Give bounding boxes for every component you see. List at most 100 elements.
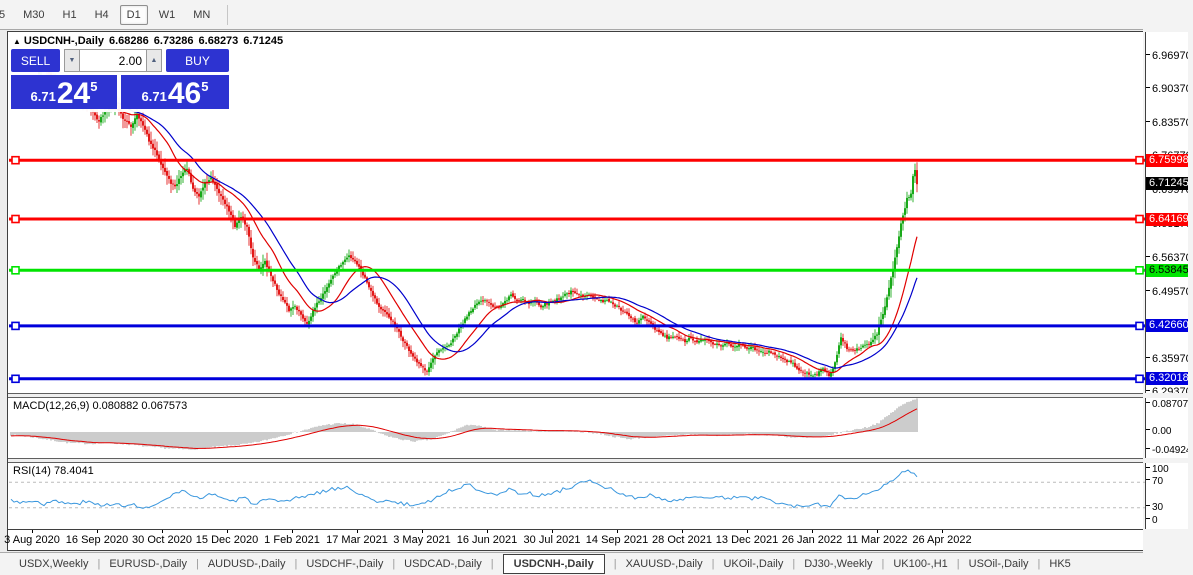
tab-separator: |: [195, 558, 199, 570]
price-tick: 6.96970: [1146, 50, 1188, 62]
level-handle: [1135, 265, 1144, 275]
rsi-panel: RSI(14) 78.4041 100 70 30 0: [8, 463, 1188, 529]
level-handle: [11, 265, 20, 275]
chart-tab-audusd-daily[interactable]: AUDUSD-,Daily: [207, 558, 286, 570]
tab-separator: |: [97, 558, 101, 570]
panel-splitter[interactable]: [8, 393, 1188, 398]
rsi-tick: 100: [1146, 464, 1169, 476]
date-tick: [292, 530, 293, 533]
price-axis[interactable]: 6.969706.903706.835706.767706.699706.631…: [1145, 32, 1188, 393]
panel-splitter[interactable]: [8, 458, 1188, 463]
tab-separator: |: [490, 558, 494, 570]
ma-slow-line: [96, 90, 918, 369]
chart-symbol-label: USDCNH-,Daily: [23, 35, 104, 47]
date-label: 14 Sep 2021: [585, 534, 649, 546]
chart-tab-eurusd-daily[interactable]: EURUSD-,Daily: [109, 558, 187, 570]
buy-price-prefix: 6.71: [141, 89, 167, 104]
price-tick: 6.29370: [1146, 386, 1188, 393]
date-tick: [32, 530, 33, 533]
rsi-tick: 30: [1146, 502, 1163, 514]
price-tick: 6.83570: [1146, 117, 1188, 129]
date-axis[interactable]: 3 Aug 2020 16 Sep 2020 30 Oct 2020 15 Dec 2…: [4, 529, 1188, 550]
chart-tab-usoil-daily[interactable]: USOil-,Daily: [968, 558, 1029, 570]
chart-tab-ukoil-daily[interactable]: UKOil-,Daily: [723, 558, 784, 570]
tab-separator: |: [1037, 558, 1041, 570]
tab-separator: |: [881, 558, 885, 570]
date-label: 3 May 2021: [393, 534, 451, 546]
date-tick: [552, 530, 553, 533]
date-label: 28 Oct 2021: [652, 534, 712, 546]
date-tick: [97, 530, 98, 533]
date-tick: [682, 530, 683, 533]
chart-tab-uk100-h1[interactable]: UK100-,H1: [893, 558, 948, 570]
tab-separator: |: [613, 558, 617, 570]
chart-collapse-icon[interactable]: ▲: [13, 37, 21, 46]
chart-tab-usdcad-daily[interactable]: USDCAD-,Daily: [404, 558, 482, 570]
timeframe-button-m30[interactable]: M30: [23, 8, 45, 21]
price-level-label: 6.64169: [1146, 213, 1188, 226]
macd-signal-line: [11, 408, 918, 450]
date-tick: [162, 530, 163, 533]
level-handle: [11, 374, 20, 384]
price-tick: 6.49570: [1146, 286, 1188, 298]
price-level-label: 6.75998: [1146, 154, 1188, 167]
current-price-label: 6.71245: [1146, 177, 1188, 190]
date-label: 26 Apr 2022: [912, 534, 972, 546]
sell-button[interactable]: SELL: [11, 49, 60, 72]
date-label: 26 Jan 2022: [781, 534, 843, 546]
level-handle: [11, 155, 20, 165]
volume-input[interactable]: [80, 49, 146, 72]
timeframe-button-h4[interactable]: H4: [94, 8, 109, 21]
chart-tab-usdcnh-daily[interactable]: USDCNH-,Daily: [502, 554, 605, 574]
level-handle: [1135, 321, 1144, 331]
timeframe-button-d1[interactable]: D1: [119, 4, 148, 25]
buy-button[interactable]: BUY: [166, 49, 229, 72]
tab-separator: |: [392, 558, 396, 570]
price-level-label: 6.32018: [1146, 372, 1188, 385]
level-handle: [1135, 374, 1144, 384]
date-label: 15 Dec 2020: [195, 534, 259, 546]
macd-axis[interactable]: 0.087078 0.00 -0.049247: [1145, 398, 1188, 458]
level-handle: [11, 214, 20, 224]
ohlc-high: 6.73286: [153, 35, 194, 47]
volume-increase-icon[interactable]: ▲: [146, 49, 162, 72]
macd-tick: 0.087078: [1146, 399, 1188, 411]
timeframe-button-h1[interactable]: H1: [62, 8, 77, 21]
chart-tab-hk5[interactable]: HK5: [1049, 558, 1071, 570]
ohlc-low: 6.68273: [198, 35, 239, 47]
chart-tab-usdchf-daily[interactable]: USDCHF-,Daily: [306, 558, 384, 570]
timeframe-button-mn[interactable]: MN: [193, 8, 211, 21]
macd-tick: -0.049247: [1146, 445, 1188, 457]
chart-tab-xauusd-daily[interactable]: XAUUSD-,Daily: [625, 558, 703, 570]
timeframe-button-w1[interactable]: W1: [158, 8, 176, 21]
date-label: 13 Dec 2021: [715, 534, 779, 546]
level-handle: [11, 321, 20, 331]
date-tick: [617, 530, 618, 533]
date-tick: [942, 530, 943, 533]
rsi-label: RSI(14) 78.4041: [13, 465, 94, 477]
chart-tab-dj30-weekly[interactable]: DJ30-,Weekly: [804, 558, 873, 570]
price-tick: 6.35970: [1146, 353, 1188, 365]
rsi-line: [10, 469, 918, 509]
timeframe-button-5[interactable]: 5: [0, 8, 6, 21]
buy-quote-panel[interactable]: 6.71 46 5: [121, 75, 229, 109]
date-label: 16 Sep 2020: [65, 534, 129, 546]
chart-tab-usdx-weekly[interactable]: USDX,Weekly: [19, 558, 89, 570]
price-level-label: 6.42660: [1146, 319, 1188, 332]
date-label: 1 Feb 2021: [264, 534, 320, 546]
date-tick: [422, 530, 423, 533]
chart-title: ▲ USDCNH-,Daily 6.68286 6.73286 6.68273 6.712…: [13, 35, 288, 47]
date-tick: [487, 530, 488, 533]
rsi-axis[interactable]: 100 70 30 0: [1145, 463, 1188, 529]
ohlc-open: 6.68286: [109, 35, 149, 47]
date-label: 11 Mar 2022: [846, 534, 908, 546]
chart-window: ▲ USDCNH-,Daily 6.68286 6.73286 6.68273 6.712…: [4, 31, 1189, 551]
buy-price-sup: 5: [201, 79, 209, 94]
level-handle: [1135, 155, 1144, 165]
toolbar-separator: [227, 4, 229, 25]
volume-decrease-icon[interactable]: ▼: [64, 49, 80, 72]
sell-quote-panel[interactable]: 6.71 24 5: [11, 75, 117, 109]
date-label: 30 Oct 2020: [132, 534, 192, 546]
